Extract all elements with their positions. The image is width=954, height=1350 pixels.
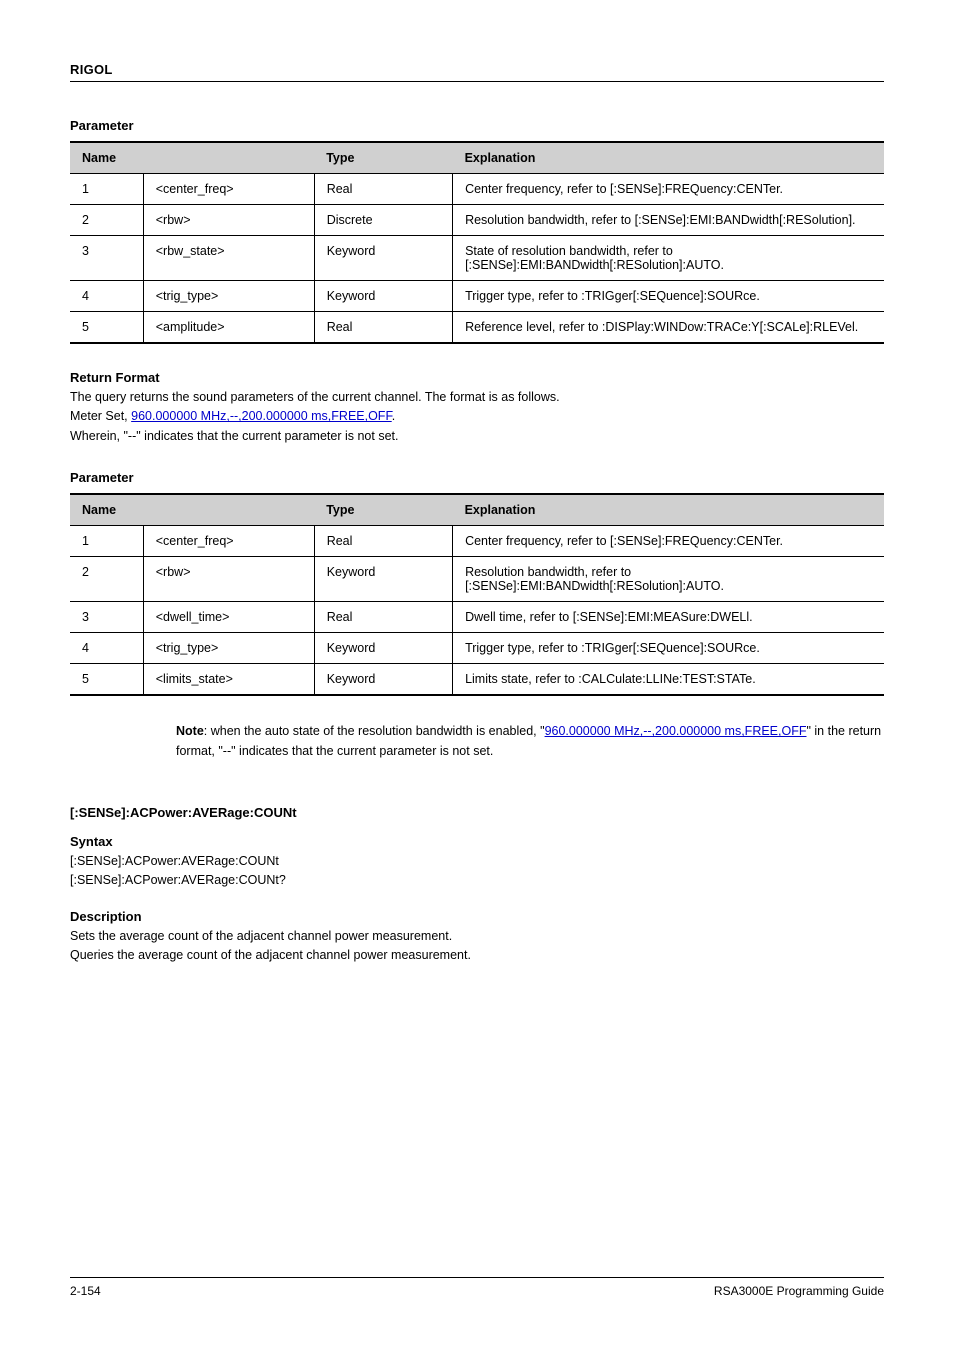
header-brand: RIGOL (70, 62, 884, 81)
cell-type: Keyword (314, 236, 452, 281)
cell-name: <amplitude> (143, 312, 314, 344)
col-header-type: Type (314, 494, 452, 526)
cell-index: 5 (70, 664, 143, 696)
table-row: 1<center_freq>RealCenter frequency, refe… (70, 526, 884, 557)
footer-rule (70, 1277, 884, 1278)
syntax-body: [:SENSe]:ACPower:AVERage:COUNt [:SENSe]:… (70, 852, 884, 891)
cell-type: Real (314, 174, 452, 205)
cell-type: Real (314, 526, 452, 557)
cell-index: 1 (70, 526, 143, 557)
footer-guide-title: RSA3000E Programming Guide (714, 1284, 884, 1298)
cell-type: Real (314, 602, 452, 633)
cell-index: 4 (70, 633, 143, 664)
cell-type: Discrete (314, 205, 452, 236)
section2-title: Parameter (70, 470, 884, 485)
footer-page-number: 2-154 (70, 1284, 101, 1298)
table-row: 3<dwell_time>RealDwell time, refer to [:… (70, 602, 884, 633)
section1-table: Name Type Explanation 1<center_freq>Real… (70, 141, 884, 344)
note-link[interactable]: 960.000000 MHz,--,200.000000 ms,FREE,OFF (545, 724, 807, 738)
cell-type: Keyword (314, 633, 452, 664)
cell-type: Keyword (314, 281, 452, 312)
col-header-name: Name (70, 142, 314, 174)
return-format-body: The query returns the sound parameters o… (70, 388, 884, 446)
cell-explanation: Trigger type, refer to :TRIGger[:SEQuenc… (453, 633, 884, 664)
section2-table: Name Type Explanation 1<center_freq>Real… (70, 493, 884, 696)
cell-name: <trig_type> (143, 281, 314, 312)
cell-type: Keyword (314, 664, 452, 696)
rf-link[interactable]: 960.000000 MHz,--,200.000000 ms,FREE,OFF (131, 409, 392, 423)
cell-name: <dwell_time> (143, 602, 314, 633)
cell-explanation: State of resolution bandwidth, refer to … (453, 236, 884, 281)
cell-explanation: Resolution bandwidth, refer to [:SENSe]:… (453, 557, 884, 602)
cell-name: <center_freq> (143, 526, 314, 557)
cell-index: 2 (70, 205, 143, 236)
table-row: 4<trig_type>KeywordTrigger type, refer t… (70, 281, 884, 312)
table-row: 5<limits_state>KeywordLimits state, refe… (70, 664, 884, 696)
cell-index: 4 (70, 281, 143, 312)
return-format-block: Return Format The query returns the soun… (70, 370, 884, 446)
cell-index: 5 (70, 312, 143, 344)
col-header-explanation: Explanation (453, 142, 884, 174)
cell-index: 3 (70, 236, 143, 281)
note-before-link: : when the auto state of the resolution … (204, 724, 545, 738)
cell-name: <rbw> (143, 205, 314, 236)
cell-name: <center_freq> (143, 174, 314, 205)
syntax-label: Syntax (70, 834, 884, 849)
cell-explanation: Limits state, refer to :CALCulate:LLINe:… (453, 664, 884, 696)
description-label: Description (70, 909, 884, 924)
command-name: [:SENSe]:ACPower:AVERage:COUNt (70, 805, 884, 820)
cell-explanation: Resolution bandwidth, refer to [:SENSe]:… (453, 205, 884, 236)
cell-name: <limits_state> (143, 664, 314, 696)
table-row: 2<rbw>KeywordResolution bandwidth, refer… (70, 557, 884, 602)
table-row: 3<rbw_state>KeywordState of resolution b… (70, 236, 884, 281)
header-rule (70, 81, 884, 82)
col-header-name: Name (70, 494, 314, 526)
table-row: 1<center_freq>RealCenter frequency, refe… (70, 174, 884, 205)
table-row: 5<amplitude>RealReference level, refer t… (70, 312, 884, 344)
cell-name: <trig_type> (143, 633, 314, 664)
cell-type: Keyword (314, 557, 452, 602)
command-block: [:SENSe]:ACPower:AVERage:COUNt Syntax [:… (70, 805, 884, 966)
cell-name: <rbw> (143, 557, 314, 602)
cell-index: 1 (70, 174, 143, 205)
cell-name: <rbw_state> (143, 236, 314, 281)
cell-explanation: Center frequency, refer to [:SENSe]:FREQ… (453, 174, 884, 205)
cell-index: 2 (70, 557, 143, 602)
note-block: Note: when the auto state of the resolut… (176, 722, 884, 761)
table-row: 4<trig_type>KeywordTrigger type, refer t… (70, 633, 884, 664)
cell-explanation: Center frequency, refer to [:SENSe]:FREQ… (453, 526, 884, 557)
note-prefix: Note (176, 724, 204, 738)
return-format-label: Return Format (70, 370, 884, 385)
cell-explanation: Dwell time, refer to [:SENSe]:EMI:MEASur… (453, 602, 884, 633)
col-header-type: Type (314, 142, 452, 174)
page-footer: 2-154 RSA3000E Programming Guide (70, 1277, 884, 1298)
table-row: 2<rbw>DiscreteResolution bandwidth, refe… (70, 205, 884, 236)
description-body: Sets the average count of the adjacent c… (70, 927, 884, 966)
cell-index: 3 (70, 602, 143, 633)
cell-explanation: Reference level, refer to :DISPlay:WINDo… (453, 312, 884, 344)
section1-title: Parameter (70, 118, 884, 133)
cell-explanation: Trigger type, refer to :TRIGger[:SEQuenc… (453, 281, 884, 312)
col-header-explanation: Explanation (453, 494, 884, 526)
cell-type: Real (314, 312, 452, 344)
